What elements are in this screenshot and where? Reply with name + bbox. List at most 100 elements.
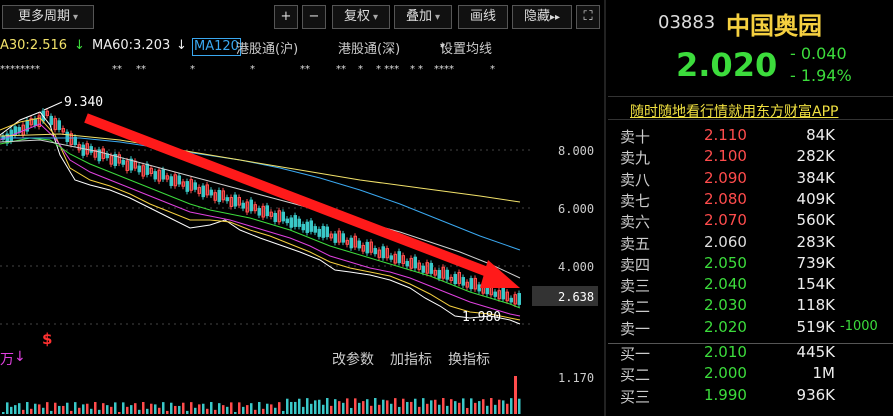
candle-body (61, 127, 65, 133)
volume-bar (418, 406, 421, 414)
current-price-label: 2.638 (558, 290, 594, 304)
ask-row[interactable]: 卖七 2.080 409K (608, 189, 893, 210)
fullscreen-button[interactable]: ⛶ (576, 5, 600, 29)
star-group: ******** (0, 64, 40, 75)
panel-divider[interactable] (604, 0, 606, 416)
volume-bars (2, 376, 521, 414)
bid-row[interactable]: 买三 1.990 936K (608, 385, 893, 406)
volume-bar (2, 412, 5, 414)
candle-body (293, 215, 297, 227)
level-volume: 384K (796, 168, 835, 187)
volume-bar (390, 403, 393, 414)
ma250-line (0, 133, 521, 203)
candle-body (269, 211, 273, 217)
candle-body (501, 287, 505, 300)
candle-body (317, 228, 321, 237)
add-indicator-button[interactable]: 加指标 (390, 352, 432, 368)
candle-body (313, 226, 317, 233)
candle-body (513, 294, 517, 305)
overlay-dropdown[interactable]: 叠加 ▾ (394, 5, 452, 29)
volume-bar (386, 400, 389, 414)
ask-row[interactable]: 卖九 2.100 282K (608, 146, 893, 167)
candle-body (65, 131, 69, 142)
ask-bid-separator (608, 343, 893, 344)
volume-bar (86, 403, 89, 414)
volume-bar (306, 398, 309, 414)
volume-bar (50, 410, 53, 414)
ask-row[interactable]: 卖一 2.020 519K -1000 (608, 317, 893, 338)
y-tick-label: 4.000 (558, 260, 594, 274)
level-price: 2.090 (704, 168, 747, 187)
volume-bar (34, 403, 37, 414)
level-volume: 154K (796, 275, 835, 294)
period-dropdown[interactable]: 更多周期 ▾ (2, 5, 94, 29)
candle-body (465, 281, 469, 288)
ask-row[interactable]: 卖十 2.110 84K (608, 125, 893, 146)
bid-row[interactable]: 买二 2.000 1M (608, 363, 893, 384)
candle-body (329, 233, 333, 239)
candle-body (213, 192, 217, 201)
hk-sh-connect[interactable]: 港股通(沪) (236, 42, 299, 57)
candle-body (361, 244, 365, 252)
volume-bar (102, 403, 105, 414)
hk-sz-connect[interactable]: 港股通(深) (338, 42, 401, 57)
volume-bar (126, 406, 129, 414)
change-params-button[interactable]: 改参数 (332, 352, 374, 368)
promo-banner[interactable]: 随时随地看行情就用东方财富APP (608, 96, 893, 120)
hide-button[interactable]: 隐藏▸▸ (512, 5, 572, 29)
volume-bar (322, 404, 325, 414)
volume-bar (314, 400, 317, 414)
volume-bar (194, 407, 197, 414)
zoom-out-button[interactable]: − (302, 5, 326, 29)
candle-body (69, 133, 73, 146)
candle-body (505, 291, 509, 302)
ask-row[interactable]: 卖五 2.060 283K (608, 232, 893, 253)
ma-settings-label: 设置均线 (440, 42, 493, 57)
volume-bar (498, 399, 501, 414)
promo-link[interactable]: 随时随地看行情就用东方财富APP (630, 104, 839, 120)
candle-body (437, 269, 441, 279)
volume-tick-label: 1.170 (558, 371, 594, 385)
ma-settings-dropdown[interactable]: 设置均线 ▾ (440, 38, 492, 57)
ask-row[interactable]: 卖六 2.070 560K (608, 210, 893, 231)
switch-indicator-button[interactable]: 换指标 (448, 352, 490, 368)
volume-bar (150, 403, 153, 414)
level-price: 2.000 (704, 364, 747, 383)
volume-bar (162, 402, 165, 414)
volume-bar (330, 405, 333, 414)
candle-body (301, 223, 305, 231)
volume-bar (430, 400, 433, 414)
ask-row[interactable]: 卖三 2.040 154K (608, 274, 893, 295)
volume-bar (30, 408, 33, 414)
star-group: ** (112, 64, 122, 75)
candle-body (309, 220, 313, 232)
volume-bar (166, 410, 169, 414)
volume-bar (218, 403, 221, 414)
ask-row[interactable]: 卖八 2.090 384K (608, 168, 893, 189)
volume-bar (354, 398, 357, 414)
candle-body (289, 217, 293, 228)
period-label: 更多周期 (17, 9, 70, 24)
level-label: 卖一 (620, 319, 651, 338)
volume-bar (374, 398, 377, 414)
price-chart[interactable]: 9.340 1.980 $ 8.000 6.000 4.000 2.638 (0, 80, 600, 350)
ask-row[interactable]: 卖二 2.030 118K (608, 295, 893, 316)
volume-bar (458, 402, 461, 414)
candle-body (53, 118, 57, 131)
zoom-in-button[interactable]: + (274, 5, 298, 29)
trend-arrow-shaft (84, 113, 500, 281)
ask-row[interactable]: 卖四 2.050 739K (608, 253, 893, 274)
candle-body (473, 277, 477, 290)
restore-dropdown[interactable]: 复权 ▾ (332, 5, 390, 29)
level-price: 2.070 (704, 211, 747, 230)
draw-button[interactable]: 画线 (458, 5, 508, 29)
candle-body (229, 196, 233, 207)
ma120-line (0, 137, 521, 251)
volume-bar (22, 409, 25, 414)
current-price-box (532, 286, 598, 306)
star-group: ** (336, 64, 346, 75)
candle-body (497, 290, 501, 300)
ma120-label[interactable]: MA120 (192, 38, 241, 56)
volume-bar (58, 405, 61, 414)
bid-row[interactable]: 买一 2.010 445K (608, 342, 893, 363)
